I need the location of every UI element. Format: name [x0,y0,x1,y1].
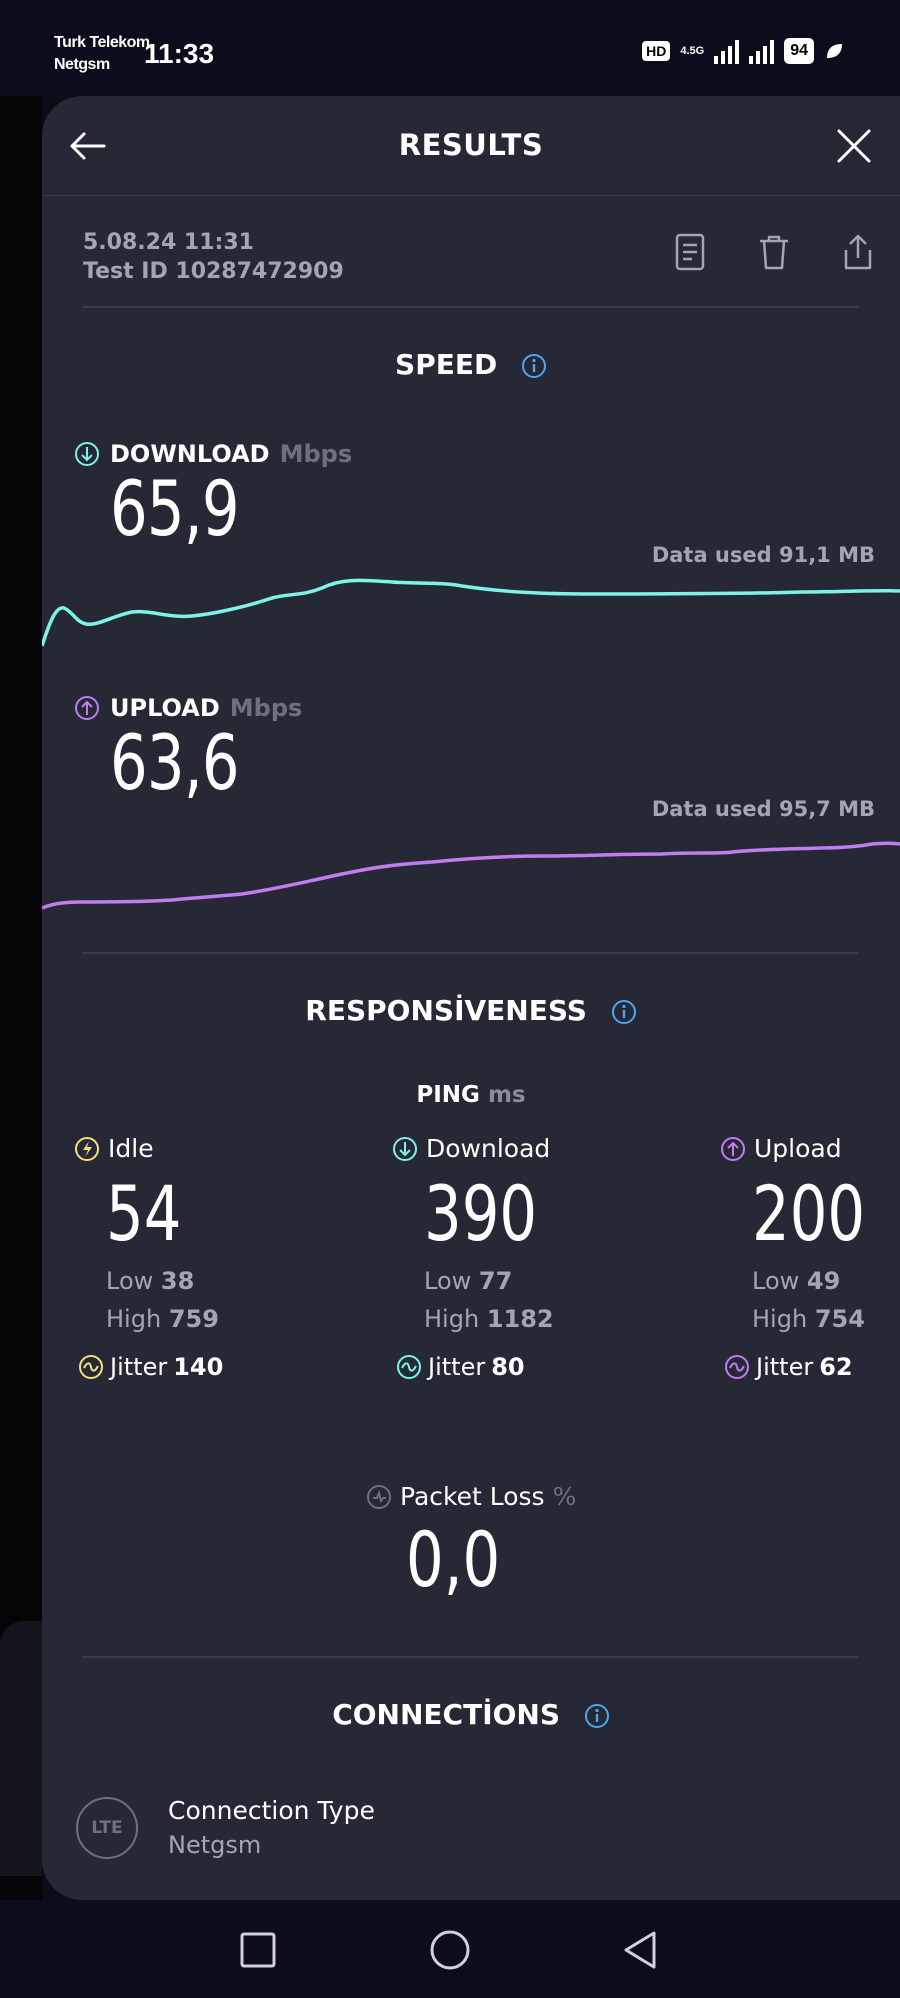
results-header: RESULTS [42,96,900,196]
leaf-icon [827,44,842,58]
hd-voice-icon: HD [642,41,671,61]
jitter-icon [79,1355,103,1379]
download-ping-value: 390 [424,1169,538,1258]
download-arrow-icon [75,442,99,466]
download-low: Low 77 [424,1267,513,1295]
packet-loss: Packet Loss % 0,0 [366,1482,576,1604]
idle-jitter: Jitter 140 [78,1353,223,1381]
upload-jitter: Jitter 62 [724,1353,897,1381]
upload-high: High 754 [752,1305,865,1333]
speed-section-title: SPEED [42,348,900,381]
ping-download: Download 390 Low 77 High 1182 Jitter 80 [392,1134,569,1381]
battery-icon: 94 [784,38,814,64]
upload-ping-value: 200 [752,1169,866,1258]
ping-label: PING ms [416,1082,526,1108]
download-high: High 1182 [424,1305,554,1333]
network-type: 4.5G [680,45,705,57]
arrow-left-icon[interactable] [68,126,108,166]
packet-loss-icon [367,1484,391,1509]
connection-provider: Netgsm [168,1831,262,1859]
info-icon[interactable] [584,1703,610,1729]
info-icon[interactable] [611,999,637,1025]
connections-section-title: CONNECTİONS [42,1698,900,1731]
result-actions [672,232,876,272]
test-meta: 5.08.24 11:31 Test ID 10287472909 [83,228,344,286]
ping-upload: Upload 200 Low 49 High 754 Jitter 62 [720,1134,897,1381]
idle-ping-value: 54 [106,1169,182,1258]
download-speed-value: 65,9 [110,464,240,553]
recent-apps-icon[interactable] [236,1928,280,1972]
test-id: Test ID 10287472909 [83,259,344,284]
upload-low: Low 49 [752,1267,841,1295]
info-icon[interactable] [521,353,547,379]
carrier-name: Turk Telekom Netgsm [54,34,150,73]
lightning-icon [75,1136,99,1161]
responsiveness-section-title: RESPONSİVENESS [42,994,900,1027]
upload-label: UPLOAD Mbps [74,694,302,722]
divider [83,306,859,308]
upload-arrow-icon [75,696,99,720]
packet-loss-value: 0,0 [406,1515,501,1604]
divider [83,1656,859,1658]
background-app [0,96,42,1900]
idle-low: Low 38 [106,1267,195,1295]
results-panel: RESULTS 5.08.24 11:31 Test ID 1028747290… [42,96,900,1900]
jitter-icon [725,1355,749,1379]
connection-type-label: Connection Type [168,1796,375,1825]
divider [83,952,859,954]
download-label: DOWNLOAD Mbps [74,440,352,468]
upload-speed-value: 63,6 [110,718,240,807]
home-icon[interactable] [428,1928,472,1972]
idle-high: High 759 [106,1305,219,1333]
upload-speed-graph [42,841,900,910]
back-nav-icon[interactable] [618,1928,662,1972]
lte-icon: LTE [76,1796,138,1859]
page-title: RESULTS [398,128,544,162]
signal-strength-icon-2 [749,38,775,64]
download-arrow-icon [393,1136,417,1161]
system-nav-bar [0,1900,900,1998]
ping-idle: Idle 54 Low 38 High 759 Jitter 140 [74,1134,223,1381]
test-date: 5.08.24 11:31 [83,230,254,255]
trash-icon[interactable] [756,232,792,272]
status-bar: Turk Telekom Netgsm 11:33 HD 4.5G 94 [0,0,900,96]
close-icon[interactable] [834,126,874,166]
share-icon[interactable] [840,232,876,272]
document-icon[interactable] [672,232,708,272]
upload-arrow-icon [721,1136,745,1161]
status-icons: HD 4.5G 94 [642,38,844,64]
connection-type-row: LTE Connection Type Netgsm [76,1796,375,1859]
download-jitter: Jitter 80 [396,1353,569,1381]
upload-data-used: Data used 95,7 MB [651,797,875,821]
jitter-icon [397,1355,421,1379]
signal-strength-icon [714,38,740,64]
status-time: 11:33 [144,38,215,69]
download-speed-graph [42,578,900,647]
download-data-used: Data used 91,1 MB [651,543,875,567]
